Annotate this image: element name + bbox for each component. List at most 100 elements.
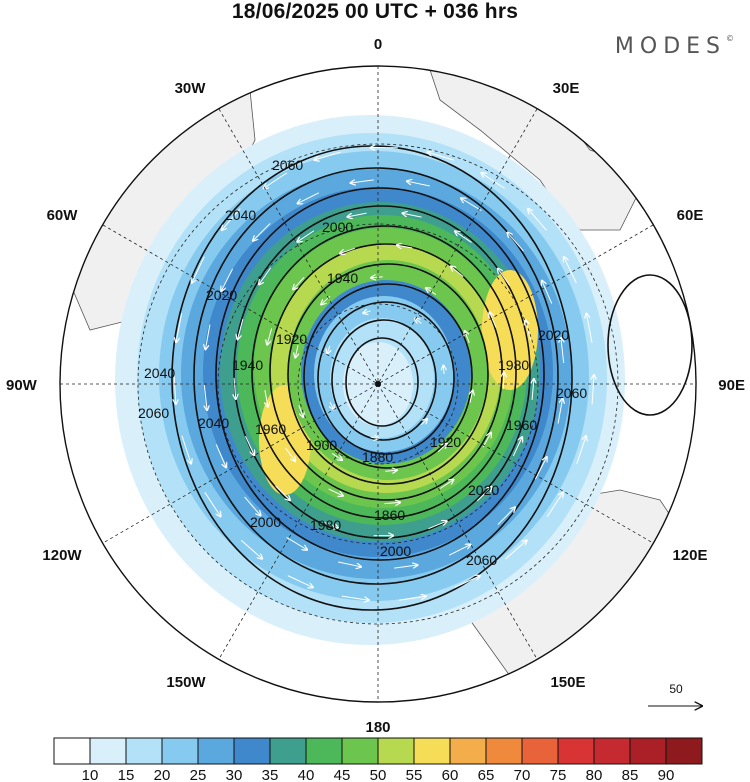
contour-label: 2000: [250, 514, 281, 530]
wind-arrow: [314, 151, 341, 160]
wind-arrow: [415, 319, 422, 324]
colorbar-tick-label: 90: [658, 767, 675, 782]
wind-arrow: [394, 565, 417, 568]
wind-arrow: [437, 444, 447, 453]
meridian-label-120w: 120W: [42, 547, 82, 564]
contour-label: 1960: [255, 421, 286, 437]
wind-arrow: [275, 485, 290, 500]
wind-arrow: [245, 435, 254, 455]
reference-vector: 50: [648, 682, 702, 706]
colorbar-swatch: [161, 737, 199, 765]
wind-arrow: [298, 405, 303, 417]
wind-arrow: [542, 281, 553, 304]
wind-arrow: [237, 318, 244, 339]
contour-labels: 2060 2040 2020 2000 1980 1960 1940 1920 …: [138, 157, 587, 568]
contour-label: 2020: [468, 482, 499, 498]
wind-arrow: [340, 247, 355, 253]
colorbar-swatch: [305, 737, 343, 765]
colorbar-swatch: [89, 737, 127, 765]
colorbar-tick-label: 40: [298, 767, 315, 782]
wind-arrow: [454, 576, 480, 588]
wind-arrow: [461, 198, 482, 211]
wind-arrow: [244, 496, 261, 515]
wind-arrow: [576, 436, 586, 464]
wind-arrow: [498, 269, 511, 286]
colorbar-swatch: [413, 737, 451, 765]
wind-arrow: [267, 328, 273, 345]
colorbar-tick-label: 65: [478, 767, 495, 782]
wind-arrow: [470, 390, 473, 403]
wind-arrow: [482, 433, 491, 448]
wind-arrow: [455, 231, 472, 243]
wind-arrow: [204, 492, 221, 516]
contour-label: 1900: [306, 437, 337, 453]
wind-arrow: [465, 331, 470, 343]
wind-arrow: [174, 374, 176, 404]
wind-arrow: [204, 384, 207, 410]
meridian-label-120e: 120E: [672, 547, 707, 564]
contour-label: 2040: [198, 415, 229, 431]
contour-label: 2060: [138, 405, 169, 421]
wind-arrow: [181, 435, 191, 464]
colorbar-tick-label: 70: [514, 767, 531, 782]
wind-arrow: [512, 437, 522, 457]
contour-label: 1980: [498, 357, 529, 373]
contour-label: 1880: [362, 449, 393, 465]
meridian-label-30e: 30E: [553, 80, 580, 97]
colorbar-tick-label: 30: [226, 767, 243, 782]
colorbar-swatch: [233, 737, 271, 765]
colorbar-tick-label: 15: [118, 767, 135, 782]
wind-arrow: [443, 366, 444, 375]
colorbar-tick-label: 85: [622, 767, 639, 782]
colorbar-swatch: [593, 737, 631, 765]
meridian-label-150e: 150E: [550, 674, 585, 691]
contour-label: 2060: [272, 157, 303, 173]
contour-label: 1860: [374, 507, 405, 523]
wind-arrow: [507, 233, 524, 252]
wind-arrow: [264, 172, 288, 188]
wind-arrow: [297, 230, 315, 242]
wind-arrow: [503, 372, 504, 390]
wind-arrow: [564, 257, 577, 284]
colorbar-swatch: [521, 737, 559, 765]
colorbar-swatch: [269, 737, 307, 765]
wind-arrow: [341, 595, 369, 600]
wind-arrow: [259, 267, 272, 285]
wind-arrow: [205, 324, 211, 349]
wind-arrows: [174, 148, 594, 601]
wind-speed-shading: [115, 115, 625, 645]
colorbar-tick-label: 55: [406, 767, 423, 782]
colorbar-swatch: [53, 737, 91, 765]
wind-arrow: [293, 277, 305, 289]
contour-label: 1980: [310, 517, 341, 533]
meridian-label-60e: 60E: [677, 207, 704, 224]
wind-arrow: [338, 561, 361, 567]
wind-arrow: [295, 345, 298, 357]
wind-arrow: [592, 375, 594, 405]
meridian-label-0: 0: [374, 36, 382, 53]
reference-vector-label: 50: [669, 682, 683, 696]
colorbar-swatch: [197, 737, 235, 765]
wind-arrow: [397, 245, 413, 248]
wind-arrow: [439, 480, 453, 489]
wind-arrow: [192, 256, 205, 283]
wind-arrow: [286, 537, 307, 549]
colorbar-swatch: [449, 737, 487, 765]
contour-label: 1940: [232, 357, 263, 373]
wind-arrow: [253, 223, 271, 240]
wind-arrow: [402, 213, 422, 218]
colorbar-tick-label: 60: [442, 767, 459, 782]
meridian-label-150w: 150W: [166, 674, 206, 691]
contour-label: 2020: [538, 327, 569, 343]
wind-arrow: [557, 399, 562, 424]
colorbar-swatch: [665, 737, 703, 765]
wind-arrow: [285, 447, 296, 461]
map-boundary: [59, 65, 697, 703]
meridian-label-30w: 30W: [175, 80, 207, 97]
meridian-label-180: 180: [365, 719, 390, 736]
wind-arrow: [327, 345, 330, 354]
contour-label: 1960: [506, 417, 537, 433]
meridian-label-60w: 60W: [47, 207, 79, 224]
map-title: 18/06/2025 00 UTC + 036 hrs: [231, 0, 519, 23]
